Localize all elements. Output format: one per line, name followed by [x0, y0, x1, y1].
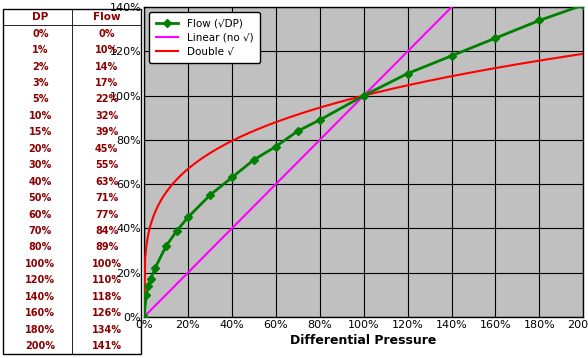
- Text: 118%: 118%: [92, 292, 122, 302]
- Linear (no √): [315, 140, 322, 144]
- Text: 0%: 0%: [98, 29, 115, 39]
- Text: 110%: 110%: [92, 275, 122, 285]
- Text: 71%: 71%: [95, 193, 118, 203]
- Text: 14%: 14%: [95, 62, 118, 72]
- Text: 84%: 84%: [95, 226, 118, 236]
- Flow (√DP): [360, 93, 367, 98]
- Flow (√DP): [228, 175, 235, 180]
- Text: 2%: 2%: [32, 62, 49, 72]
- Double √: [141, 315, 148, 319]
- Text: 10%: 10%: [95, 45, 118, 55]
- Text: 10%: 10%: [29, 111, 52, 121]
- Double √: [457, 72, 465, 77]
- Flow (√DP): [141, 315, 148, 319]
- Text: 20%: 20%: [29, 144, 52, 154]
- Text: 140%: 140%: [25, 292, 55, 302]
- Text: 89%: 89%: [95, 242, 118, 252]
- Text: 80%: 80%: [29, 242, 52, 252]
- Flow (√DP): [162, 244, 169, 248]
- Text: 15%: 15%: [29, 127, 52, 137]
- Text: 50%: 50%: [29, 193, 52, 203]
- Double √: [460, 72, 467, 76]
- Flow (√DP): [492, 36, 499, 40]
- Text: 55%: 55%: [95, 160, 118, 170]
- Flow (√DP): [272, 144, 279, 149]
- Double √: [417, 81, 424, 85]
- Flow (√DP): [185, 215, 192, 219]
- Linear (no √): [141, 315, 148, 319]
- Flow (√DP): [580, 3, 587, 7]
- Text: 30%: 30%: [29, 160, 52, 170]
- Text: 0%: 0%: [32, 29, 49, 39]
- Linear (no √): [193, 261, 201, 266]
- Flow (√DP): [152, 266, 159, 270]
- Flow (√DP): [250, 158, 258, 162]
- Text: 100%: 100%: [25, 259, 55, 269]
- Legend: Flow (√DP), Linear (no √), Double √: Flow (√DP), Linear (no √), Double √: [149, 13, 260, 63]
- Flow (√DP): [536, 18, 543, 23]
- Text: DP: DP: [32, 12, 48, 22]
- Text: 126%: 126%: [92, 308, 122, 318]
- Text: Flow: Flow: [93, 12, 121, 22]
- Flow (√DP): [316, 118, 323, 122]
- Flow (√DP): [404, 71, 411, 76]
- Text: 32%: 32%: [95, 111, 118, 121]
- Text: 160%: 160%: [25, 308, 55, 318]
- Text: 141%: 141%: [92, 341, 122, 351]
- Flow (√DP): [145, 284, 152, 288]
- Text: 40%: 40%: [29, 177, 52, 187]
- Flow (√DP): [206, 193, 213, 197]
- Double √: [193, 160, 201, 164]
- Text: 134%: 134%: [92, 325, 122, 335]
- Text: 180%: 180%: [25, 325, 55, 335]
- Text: 77%: 77%: [95, 209, 118, 219]
- Double √: [580, 52, 587, 56]
- Linear (no √): [283, 170, 290, 175]
- Flow (√DP): [143, 292, 150, 297]
- Line: Double √: Double √: [144, 54, 583, 317]
- Text: 60%: 60%: [29, 209, 52, 219]
- Text: 120%: 120%: [25, 275, 55, 285]
- Text: 100%: 100%: [92, 259, 122, 269]
- Text: 17%: 17%: [95, 78, 118, 88]
- Double √: [315, 106, 322, 110]
- Text: 1%: 1%: [32, 45, 49, 55]
- Text: 70%: 70%: [29, 226, 52, 236]
- Text: 200%: 200%: [25, 341, 55, 351]
- Flow (√DP): [173, 228, 181, 233]
- Double √: [283, 116, 290, 120]
- Text: 45%: 45%: [95, 144, 118, 154]
- Text: 3%: 3%: [32, 78, 49, 88]
- Flow (√DP): [448, 54, 455, 58]
- Line: Flow (√DP): Flow (√DP): [141, 2, 586, 320]
- Linear (no √): [417, 37, 424, 41]
- X-axis label: Differential Pressure: Differential Pressure: [290, 334, 437, 347]
- Text: 39%: 39%: [95, 127, 118, 137]
- Line: Linear (no √): Linear (no √): [144, 0, 583, 317]
- Text: 63%: 63%: [95, 177, 118, 187]
- Flow (√DP): [294, 129, 301, 133]
- Text: 5%: 5%: [32, 95, 49, 105]
- Text: 22%: 22%: [95, 95, 118, 105]
- Flow (√DP): [147, 277, 154, 281]
